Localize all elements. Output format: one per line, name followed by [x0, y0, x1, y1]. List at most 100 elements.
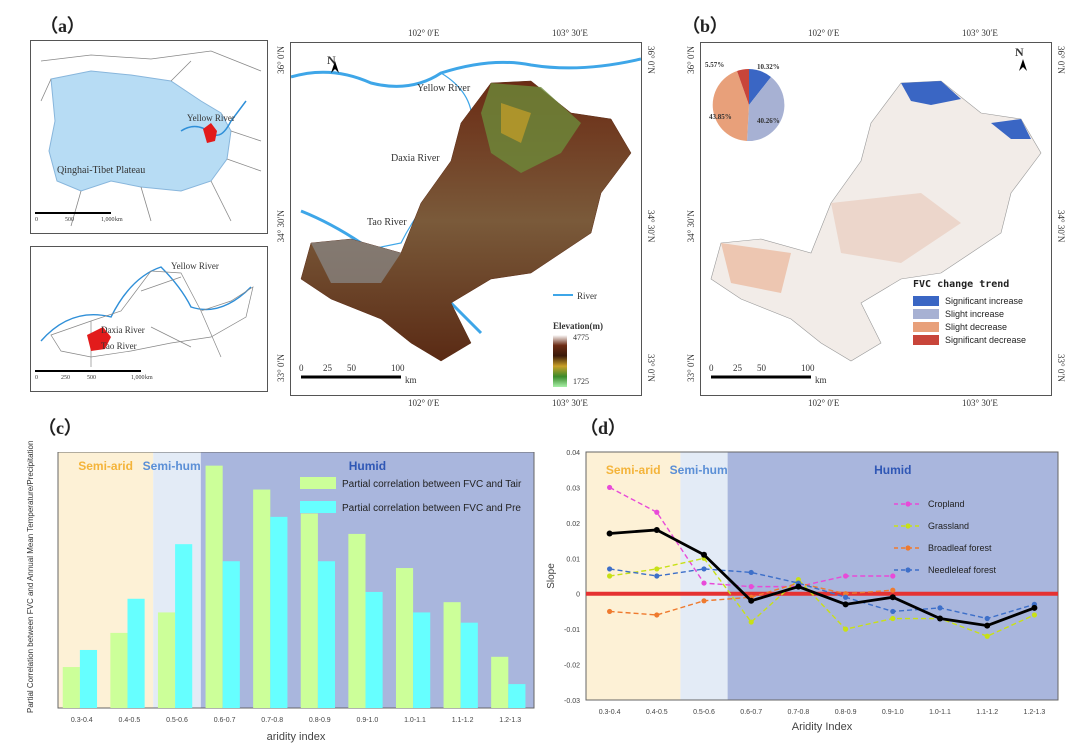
point-4-6: [889, 594, 896, 601]
legend-label-0: Partial correlation between FVC and Tair: [342, 479, 522, 490]
fvc-legend-swatch: [913, 296, 939, 306]
map-a-elev-min: 1725: [573, 377, 589, 386]
y-axis-label: Slope: [546, 563, 557, 589]
x-tick-label: 0.5-0.6: [166, 717, 188, 724]
inset2-scale-1: 250: [61, 375, 70, 381]
map-b-bottom-tick-2: 103° 30′E: [962, 398, 998, 408]
map-a-river-yellow: Yellow River: [417, 83, 471, 94]
y-tick-label: 0.04: [566, 450, 580, 457]
y-tick-label: 0.01: [566, 556, 580, 563]
inset1-scale-unit: km: [115, 217, 123, 223]
bar-0-6: [348, 533, 366, 708]
inset1-scale-2: 1,000: [101, 217, 115, 223]
zone-label-2: Humid: [874, 463, 911, 477]
chart-c-bar: Semi-arid Semi-humid Humid 0.3-0.4 0.4-0.5 0.…: [57, 452, 535, 743]
map-b-left-tick-2: 34° 30′N: [686, 210, 696, 243]
inset-map-qtp: Qinghai-Tibet Plateau Yellow River 0 500…: [30, 40, 268, 234]
map-b-right-tick-1: 36° 0′N: [1056, 46, 1066, 74]
pie-label-slight-dec: 43.85%: [709, 113, 732, 121]
point-1-3: [748, 619, 754, 625]
fvc-legend-swatch: [913, 322, 939, 332]
fvc-legend-swatch: [913, 309, 939, 319]
bar-1-1: [127, 598, 145, 708]
point-3-5: [843, 594, 849, 600]
x-tick-label: 0.5-0.6: [693, 709, 715, 716]
map-a-top-tick-2: 103° 30′E: [552, 28, 588, 38]
x-tick-label: 0.3-0.4: [71, 717, 93, 724]
inset2-scale-unit: km: [145, 375, 153, 381]
zone-label-0: Semi-arid: [78, 459, 133, 473]
map-a-north: N: [327, 53, 336, 67]
point-3-3: [748, 569, 754, 576]
point-4-2: [701, 551, 707, 558]
bar-1-5: [317, 561, 336, 708]
x-tick-label: 1.1-1.2: [452, 717, 474, 724]
map-a-bottom-tick-2: 103° 30′E: [552, 398, 588, 408]
legend-label-1: Grassland: [928, 521, 969, 531]
bar-1-3: [222, 561, 240, 708]
legend-label-2: Broadleaf forest: [928, 543, 992, 553]
point-2-2: [701, 598, 707, 604]
point-4-1: [653, 526, 660, 533]
inset2-scale-0: 0: [35, 375, 38, 381]
fvc-legend: FVC change trend Significant increase Sl…: [913, 279, 1026, 348]
map-b-top-tick-1: 102° 0′E: [808, 28, 840, 38]
fvc-legend-item-3: Significant decrease: [913, 335, 1026, 345]
y-tick-label: 0.03: [566, 485, 580, 492]
bar-1-2: [175, 544, 193, 708]
map-b-scale-0: 0: [709, 363, 714, 373]
zone-band-0: [586, 452, 681, 700]
map-a-left-tick-3: 33° 0′N: [276, 354, 286, 382]
fvc-legend-title: FVC change trend: [913, 279, 1010, 290]
bar-0-4: [253, 489, 271, 708]
x-tick-label: 0.6-0.7: [740, 709, 762, 716]
point-1-9: [1031, 612, 1037, 618]
point-2-6: [890, 587, 896, 593]
map-a-scale-unit: km: [405, 375, 417, 385]
legend-marker-0: [905, 501, 911, 507]
point-0-3: [748, 584, 754, 590]
point-0-2: [701, 580, 707, 586]
map-a-river-daxia: Daxia River: [391, 153, 440, 164]
map-b-right-tick-2: 34° 30′N: [1056, 210, 1066, 243]
legend-swatch-1: [300, 501, 336, 513]
inset2-label-daxia: Daxia River: [101, 325, 145, 335]
map-a-legend-river: River: [577, 291, 597, 301]
map-a-elev-title: Elevation(m): [553, 321, 603, 331]
legend-label-1: Partial correlation between FVC and Pre: [342, 503, 521, 514]
fvc-pie-chart: [712, 68, 785, 142]
bar-1-6: [365, 591, 383, 708]
point-0-0: [607, 484, 613, 491]
legend-marker-3: [905, 567, 911, 573]
bar-0-0: [62, 667, 80, 708]
zone-label-0: Semi-arid: [606, 463, 661, 477]
map-b-scale-1: 25: [733, 363, 742, 373]
point-4-4: [795, 583, 802, 590]
point-0-1: [654, 509, 660, 515]
inset-map-basin-svg: [35, 266, 254, 372]
x-tick-label: 1.2-1.3: [1024, 709, 1046, 716]
legend-label-3: Needleleaf forest: [928, 565, 997, 575]
y-tick-label: 0: [576, 592, 580, 599]
legend-swatch-0: [300, 477, 336, 489]
map-b-left-tick-3: 33° 0′N: [686, 354, 696, 382]
map-a-bottom-tick-1: 102° 0′E: [408, 398, 440, 408]
point-3-6: [890, 608, 896, 615]
fvc-legend-item-0: Significant increase: [913, 296, 1026, 306]
inset-map-basin: Yellow River Daxia River Tao River 0 250…: [30, 246, 268, 392]
point-3-7: [937, 605, 943, 611]
point-1-8: [984, 633, 990, 639]
map-a-left-tick-1: 36° 0′N: [276, 46, 286, 74]
map-b-scale-unit: km: [815, 375, 827, 385]
x-tick-label: 0.9-1.0: [357, 717, 379, 724]
point-4-0: [606, 530, 613, 537]
x-tick-label: 0.3-0.4: [599, 709, 621, 716]
map-fvc-trend-svg: [710, 59, 1042, 379]
x-tick-label: 0.8-0.9: [835, 709, 857, 716]
bar-1-4: [270, 516, 288, 708]
fvc-legend-item-1: Slight increase: [913, 309, 1026, 319]
inset-map-qtp-svg: [35, 50, 262, 227]
inset2-label-yellow: Yellow River: [171, 261, 219, 271]
chart-d-line: Semi-arid Semi-humid Humid 0.04 0.03 0.02 0.01…: [546, 450, 1059, 733]
point-3-8: [984, 615, 990, 622]
